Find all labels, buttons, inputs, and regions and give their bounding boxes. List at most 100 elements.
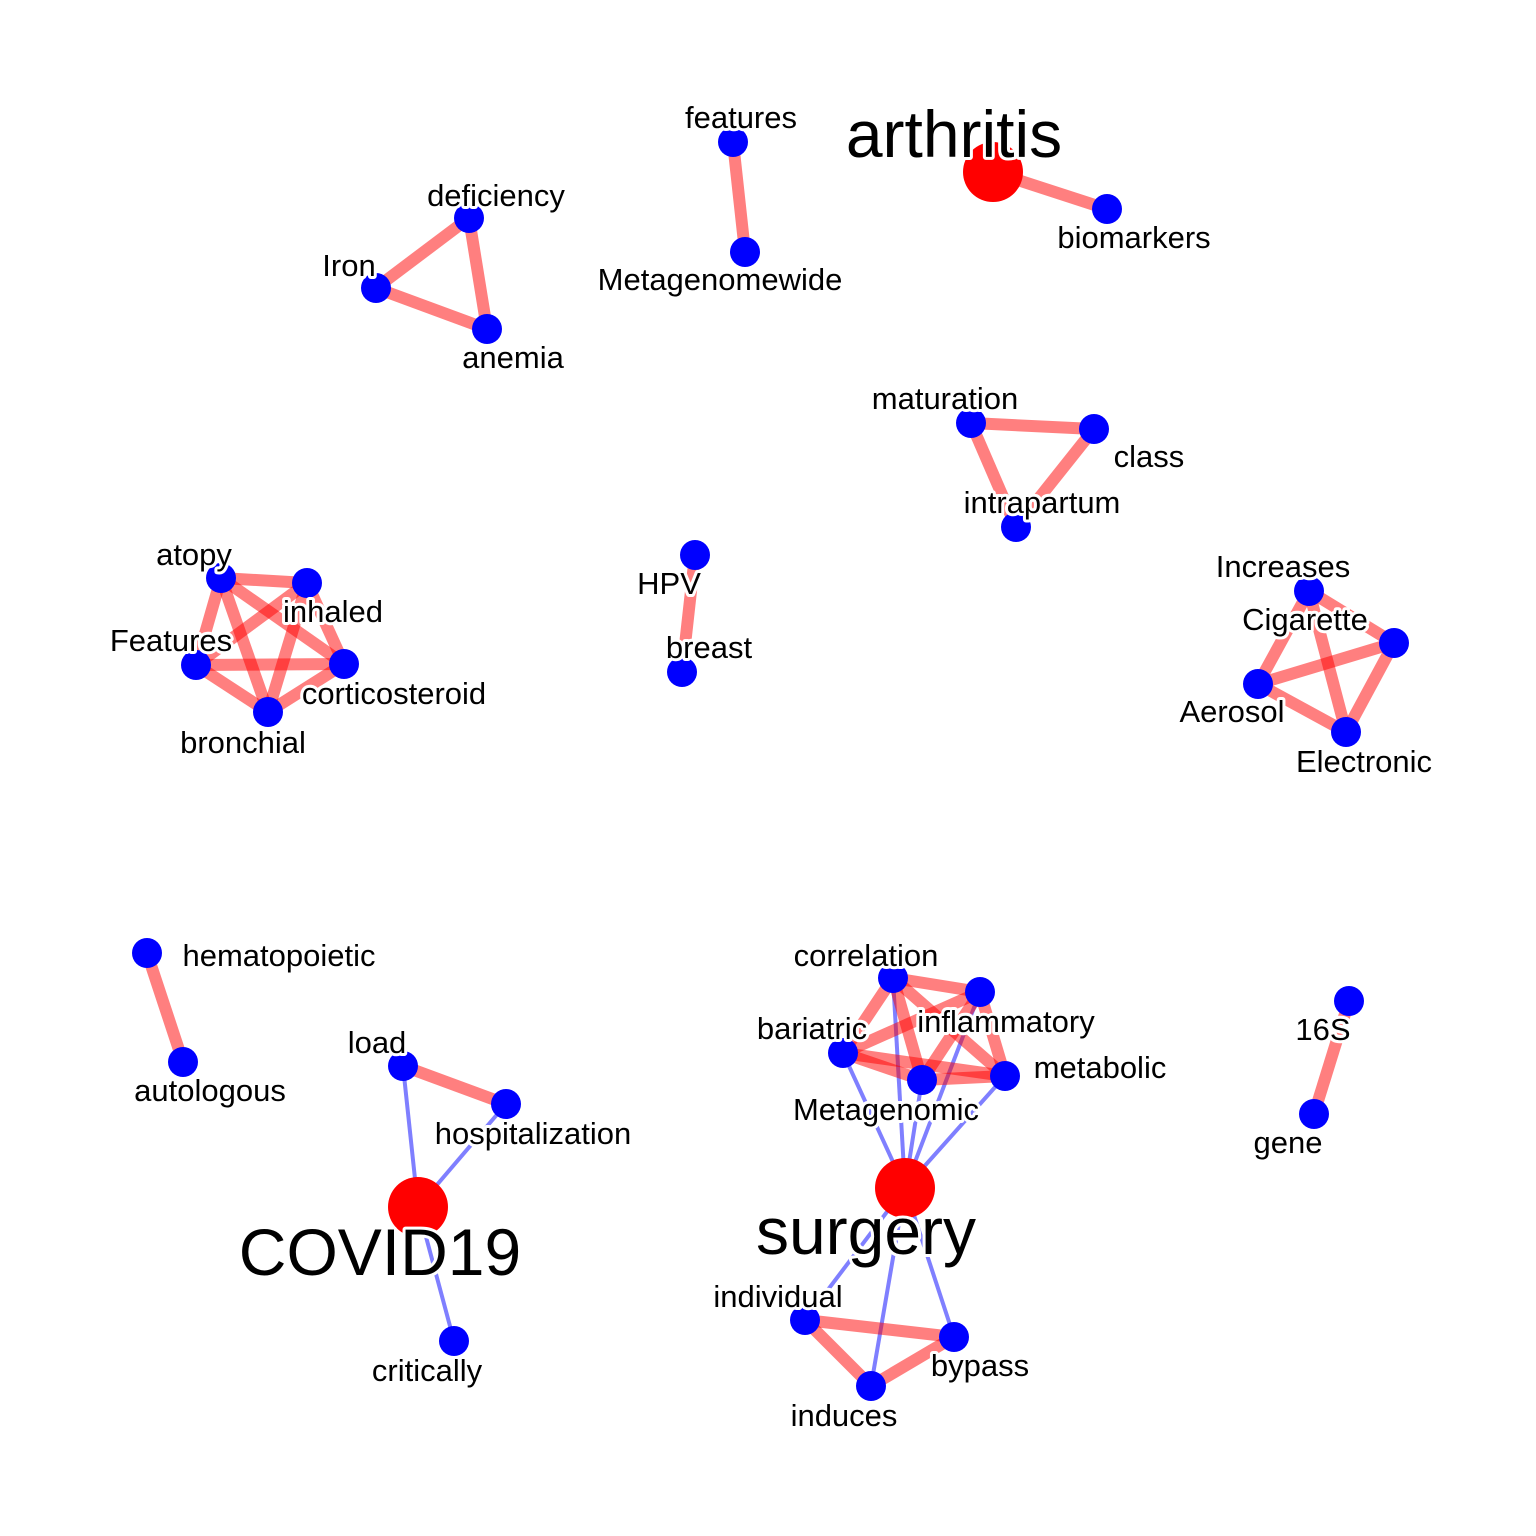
term-node-critically <box>439 1326 469 1356</box>
term-node-atopy <box>206 563 236 593</box>
term-node-individual <box>790 1305 820 1335</box>
term-node-bypass <box>939 1322 969 1352</box>
cooccurrence-edge-atopy-bronchial <box>215 576 274 714</box>
hub-label-surgery: surgery <box>756 1194 976 1268</box>
term-label-deficiency: deficiency <box>427 178 565 213</box>
hub-node-surgery <box>875 1158 935 1218</box>
cooccurrence-edge-hpv-breast <box>676 554 701 673</box>
term-label-electronic: Electronic <box>1296 744 1432 779</box>
term-label-corticosteroid: corticosteroid <box>302 676 486 711</box>
cooccurrence-edge-maturation-class <box>970 417 1095 435</box>
term-label-features: Features <box>110 623 232 658</box>
term-label-class: class <box>1114 439 1185 474</box>
term-label-critically: critically <box>372 1353 483 1388</box>
term-label-atopy: atopy <box>156 537 232 572</box>
term-node-electronic <box>1331 717 1361 747</box>
term-node-deficiency <box>454 203 484 233</box>
term-label-cigarette: Cigarette <box>1242 602 1368 637</box>
term-node-aerosol <box>1243 669 1273 699</box>
term-label-aerosol: Aerosol <box>1179 694 1284 729</box>
term-node-inhaled <box>292 568 322 598</box>
term-node-correlation <box>878 963 908 993</box>
term-label-inflammatory: inflammatory <box>917 1004 1095 1039</box>
term-label-maturation: maturation <box>872 381 1018 416</box>
term-node-class <box>1079 414 1109 444</box>
cooccurrence-edge-individual-induces <box>800 1315 876 1391</box>
term-node-intrapartum <box>1001 512 1031 542</box>
term-label-iron: Iron <box>322 248 375 283</box>
cooccurrence-edge-inhaled-features <box>192 578 311 670</box>
cooccurrence-edge-features-metagenomewide <box>727 141 751 253</box>
term-node-autologous <box>168 1047 198 1077</box>
term-node-features <box>718 127 748 157</box>
hub-edge-surgery-correlation <box>891 977 907 1189</box>
term-node-16s <box>1334 986 1364 1016</box>
cooccurrence-edge-maturation-intrapartum <box>965 420 1022 530</box>
cooccurrence-edge-individual-bypass <box>804 1314 955 1343</box>
cooccurrence-edge-atopy-features <box>190 576 227 667</box>
term-label-features: features <box>685 100 797 135</box>
term-label-metagenomic: Metagenomic <box>793 1092 979 1127</box>
term-label-correlation: correlation <box>794 938 939 973</box>
cooccurrence-edge-deficiency-anemia <box>463 217 493 330</box>
cooccurrence-edge-iron-deficiency <box>372 213 473 293</box>
cooccurrence-edge-inhaled-bronchial <box>262 581 313 714</box>
term-node-anemia <box>472 314 502 344</box>
term-node-inflammatory <box>965 977 995 1007</box>
cooccurrence-edge-16s-gene <box>1308 999 1355 1116</box>
term-label-load: load <box>348 1025 407 1060</box>
cooccurrence-edge-inflammatory-bariatric <box>840 986 983 1059</box>
term-label-induces: induces <box>791 1398 898 1433</box>
term-node-maturation <box>956 408 986 438</box>
hub-edge-surgery-inflammatory <box>903 991 982 1189</box>
term-label-bypass: bypass <box>931 1348 1029 1383</box>
cooccurrence-edge-cigarette-aerosol <box>1256 637 1396 690</box>
cooccurrence-edge-load-hospitalization <box>400 1060 509 1110</box>
cooccurrence-edge-hematopoietic-autologous <box>141 951 189 1064</box>
cooccurrence-edge-increases-cigarette <box>1305 585 1398 649</box>
hub-node-covid19 <box>388 1177 448 1237</box>
hub-node-arthritis <box>963 142 1023 202</box>
label-layer: features Metagenomewide biomarkers deficien… <box>107 94 1435 1436</box>
term-node-hospitalization <box>491 1089 521 1119</box>
term-node-gene <box>1299 1099 1329 1129</box>
cooccurrence-edge-increases-aerosol <box>1252 588 1315 687</box>
term-node-increases <box>1294 576 1324 606</box>
term-label-hospitalization: hospitalization <box>435 1116 631 1151</box>
term-node-corticosteroid <box>329 649 359 679</box>
term-label-breast: breast <box>666 630 753 665</box>
term-label-autologous: autologous <box>134 1073 286 1108</box>
term-label-individual: individual <box>713 1279 842 1314</box>
node-layer <box>132 127 1409 1401</box>
cooccurrence-edge-features-corticosteroid <box>195 658 345 671</box>
cooccurrence-edge-correlation-bariatric <box>838 974 898 1057</box>
term-node-bronchial <box>253 697 283 727</box>
term-node-iron <box>361 273 391 303</box>
term-label-inhaled: inhaled <box>283 594 383 629</box>
term-label-gene: gene <box>1254 1125 1323 1160</box>
cooccurrence-edge-aerosol-electronic <box>1255 678 1349 738</box>
term-node-hpv <box>680 540 710 570</box>
term-label-increases: Increases <box>1216 549 1350 584</box>
term-node-features <box>181 650 211 680</box>
term-node-metabolic <box>990 1061 1020 1091</box>
term-node-cigarette <box>1379 628 1409 658</box>
term-label-bronchial: bronchial <box>180 725 306 760</box>
term-label-biomarkers: biomarkers <box>1057 220 1210 255</box>
term-label-16s: 16S <box>1295 1012 1350 1047</box>
cooccurrence-edge-cigarette-electronic <box>1340 640 1400 735</box>
cooccurrence-edge-bypass-induces <box>867 1331 958 1392</box>
term-label-hpv: HPV <box>637 566 701 601</box>
term-label-hematopoietic: hematopoietic <box>182 938 375 973</box>
term-label-intrapartum: intrapartum <box>964 485 1121 520</box>
term-label-metabolic: metabolic <box>1034 1050 1167 1085</box>
cooccurrence-edge-atopy-corticosteroid <box>217 573 348 669</box>
cooccurrence-edge-class-intrapartum <box>1011 425 1099 531</box>
term-node-load <box>388 1051 418 1081</box>
term-node-biomarkers <box>1092 194 1122 224</box>
term-node-hematopoietic <box>132 938 162 968</box>
term-node-induces <box>856 1371 886 1401</box>
cooccurrence-edge-correlation-metabolic <box>889 973 1009 1081</box>
